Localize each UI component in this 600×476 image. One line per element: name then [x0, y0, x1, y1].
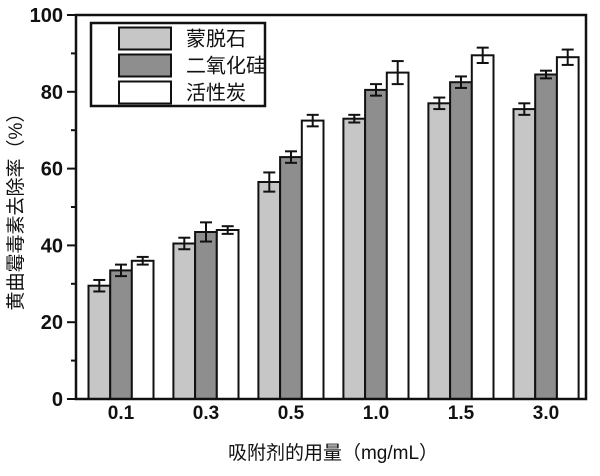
- legend-swatch-二氧化硅: [118, 53, 172, 78]
- bar-活性炭-1.5: [470, 54, 495, 401]
- y-tick-label: 80: [41, 82, 63, 104]
- y-tick-label: 0: [52, 389, 63, 411]
- y-tick-label: 100: [30, 5, 63, 27]
- x-category-label: 0.5: [278, 403, 305, 424]
- bar-蒙脱石-1.0: [342, 117, 367, 400]
- legend-swatch-蒙脱石: [118, 26, 172, 51]
- bar-二氧化硅-1.0: [364, 88, 388, 401]
- x-category-label: 1.5: [448, 403, 475, 424]
- y-tick-label: 60: [41, 159, 63, 181]
- bar-二氧化硅-0.3: [194, 231, 218, 400]
- bar-活性炭-1.0: [385, 71, 410, 400]
- x-category-label: 0.1: [108, 403, 135, 424]
- bar-二氧化硅-3.0: [534, 73, 558, 400]
- x-axis-title: 吸附剂的用量（mg/mL）: [228, 442, 438, 464]
- bar-活性炭-3.0: [555, 56, 580, 400]
- y-tick-label: 20: [41, 312, 63, 334]
- bar-蒙脱石-3.0: [512, 108, 537, 400]
- bar-蒙脱石-0.5: [257, 181, 282, 400]
- x-category-label: 0.3: [193, 403, 219, 424]
- bar-蒙脱石-0.3: [172, 242, 197, 400]
- y-axis-title: 黄曲霉毒素去除率（%）: [5, 104, 27, 311]
- legend-label: 活性炭: [186, 82, 246, 105]
- bar-二氧化硅-1.5: [449, 81, 473, 400]
- x-category-label: 3.0: [533, 403, 559, 424]
- y-tick-label: 40: [41, 235, 63, 257]
- legend-label: 蒙脱石: [186, 28, 246, 51]
- bar-二氧化硅-0.1: [109, 269, 133, 400]
- bar-二氧化硅-0.5: [279, 156, 303, 400]
- bar-活性炭-0.3: [215, 229, 240, 400]
- bar-活性炭-0.5: [300, 119, 325, 400]
- bar-蒙脱石-1.5: [427, 102, 452, 401]
- legend-swatch-活性炭: [118, 80, 172, 105]
- legend-label: 二氧化硅: [186, 55, 266, 78]
- bar-活性炭-0.1: [130, 259, 155, 400]
- bar-蒙脱石-0.1: [87, 284, 112, 401]
- x-category-label: 1.0: [363, 403, 389, 424]
